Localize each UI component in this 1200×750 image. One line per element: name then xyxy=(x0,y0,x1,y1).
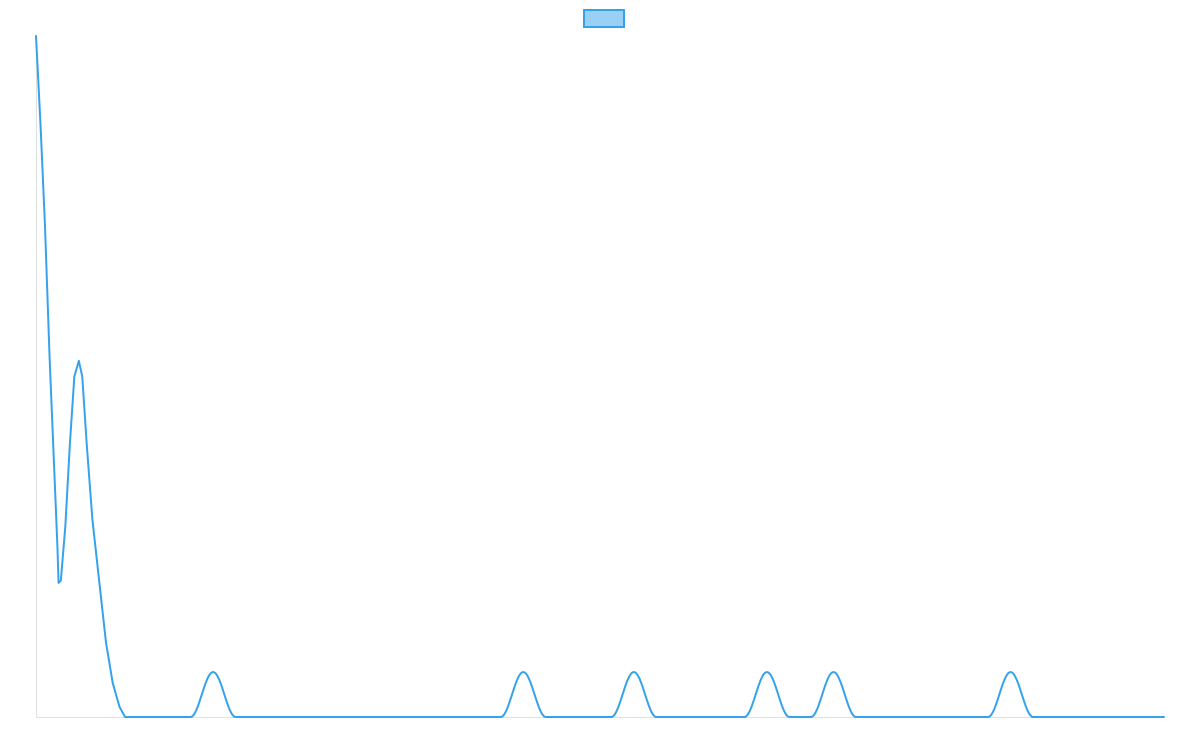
series-line xyxy=(35,35,1165,718)
